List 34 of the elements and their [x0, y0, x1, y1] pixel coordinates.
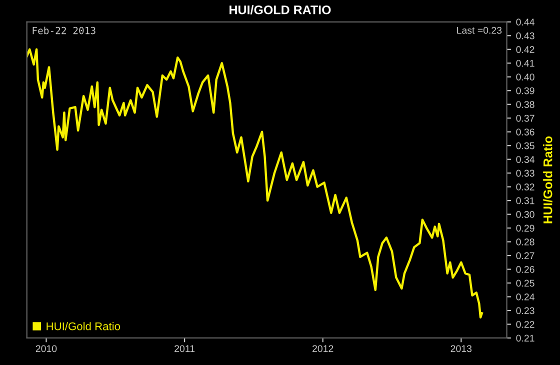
- x-tick-label: 2013: [450, 345, 472, 352]
- x-tick-label: 2012: [312, 345, 334, 352]
- y2-tick-label: 0.31: [516, 197, 534, 204]
- annotation: Feb-22 2013: [32, 26, 96, 34]
- y2-tick-label: 0.27: [516, 252, 534, 260]
- y2-tick-label: 0.35: [516, 142, 534, 150]
- y2-tick-label: 0.43: [516, 32, 534, 40]
- x-tick-label: 2011: [174, 345, 195, 352]
- y2-tick-label: 0.36: [516, 128, 534, 136]
- y2-tick-label: 0.39: [516, 87, 534, 94]
- y2-tick-label: 0.33: [516, 170, 534, 177]
- y2-tick-label: 0.34: [516, 156, 534, 163]
- x-tick-label: 2010: [36, 345, 57, 352]
- y2-tick-label: 0.22: [516, 320, 534, 328]
- y2-tick-label: 0.32: [516, 184, 534, 190]
- y2-tick-label: 0.37: [516, 114, 534, 122]
- line-series: [26, 48, 484, 318]
- y2-tick-label: 0.28: [516, 238, 534, 246]
- y2-tick-label: 0.29: [516, 224, 534, 232]
- y2-tick-label: 0.25: [516, 280, 534, 287]
- legend-label: HUI/Gold Ratio: [46, 322, 120, 330]
- annotation: Last =0.23: [457, 26, 502, 34]
- y2-tick-label: 0.21: [516, 334, 534, 342]
- y2-tick-label: 0.41: [516, 60, 534, 67]
- y2-tick-label: 0.38: [516, 101, 534, 108]
- y2-tick-label: 0.26: [516, 266, 534, 273]
- y2-tick-label: 0.24: [516, 293, 534, 300]
- y2-tick-label: 0.44: [516, 18, 534, 26]
- y2-tick-label: 0.42: [516, 46, 534, 54]
- chart-title: HUI/GOLD RATIO: [230, 5, 331, 14]
- y2-axis-title: HUI/Gold Ratio: [543, 136, 552, 224]
- y2-tick-label: 0.40: [516, 74, 534, 80]
- y2-tick-label: 0.23: [516, 307, 534, 314]
- y2-tick-label: 0.30: [516, 211, 534, 218]
